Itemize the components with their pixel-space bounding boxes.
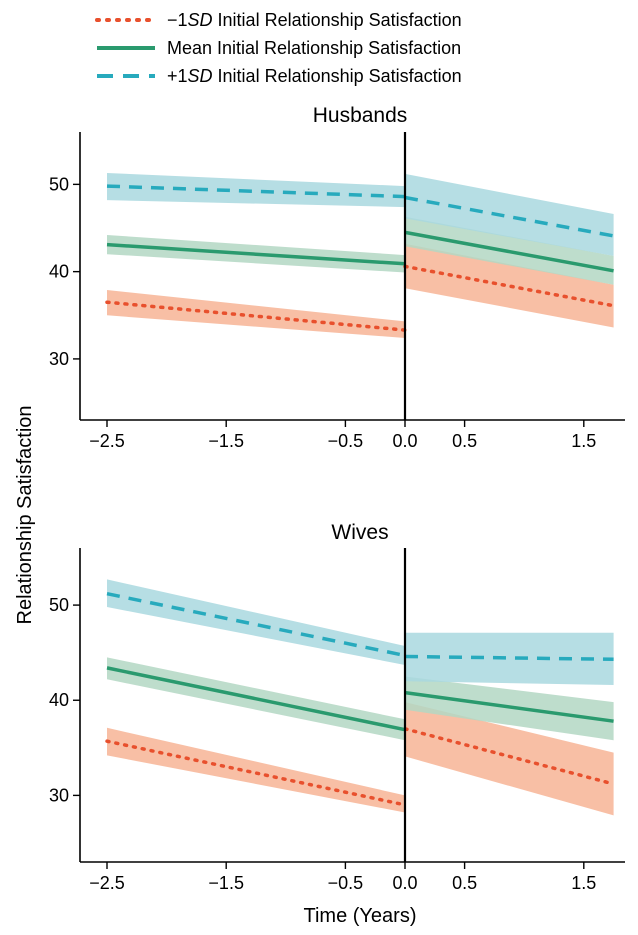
husbands-x-tick-label: −2.5: [89, 431, 125, 451]
wives-y-tick-label: 50: [49, 595, 69, 615]
wives-line-low-post: [403, 727, 616, 786]
husbands-line-low-post: [403, 264, 616, 308]
panel-husbands: Husbands 30 40 50 −2.5 −1.5 −0.5 0.0 0.5 1.5: [49, 104, 625, 451]
wives-line-mean-pre: [106, 666, 406, 732]
wives-line-low-pre: [105, 739, 407, 807]
husbands-x-tick-label: 0.0: [392, 431, 417, 451]
wives-x-tick-label: −1.5: [208, 873, 244, 893]
wives-line-high-pre: [106, 591, 406, 658]
husbands-band-low-post: [405, 243, 614, 328]
wives-x-tick-label: −2.5: [89, 873, 125, 893]
wives-band-low-post: [405, 702, 614, 816]
y-axis-label: Relationship Satisfaction: [14, 405, 36, 624]
husbands-band-low-pre: [107, 290, 405, 338]
legend-label-low: −1SD Initial Relationship Satisfaction: [167, 10, 462, 30]
husbands-x-tick-label: −0.5: [328, 431, 364, 451]
wives-x-tick-label: 0.0: [392, 873, 417, 893]
legend: −1SD Initial Relationship Satisfaction Me…: [95, 10, 462, 86]
husbands-line-high-pre: [106, 184, 406, 199]
wives-x-tick-label: 0.5: [452, 873, 477, 893]
panel-wives: Wives 30 40 50 −2.5 −1.5 −0.5 0.0 0.5 1.5: [49, 521, 625, 893]
wives-band-high-post: [405, 632, 614, 685]
husbands-band-high-pre: [107, 173, 405, 208]
wives-line-mean-post: [404, 690, 614, 723]
husbands-x-tick-label: −1.5: [208, 431, 244, 451]
panel-title-husbands: Husbands: [313, 104, 408, 127]
husbands-line-mean-pre: [106, 242, 406, 266]
husbands-line-mean-post: [404, 230, 614, 273]
wives-band-high-pre: [107, 579, 405, 665]
wives-line-high-post: [404, 654, 614, 662]
husbands-y-tick-label: 30: [49, 349, 69, 369]
panel-title-wives: Wives: [331, 521, 388, 544]
wives-x-tick-label: −0.5: [328, 873, 364, 893]
wives-x-tick-label: 1.5: [571, 873, 596, 893]
legend-label-mean: Mean Initial Relationship Satisfaction: [167, 38, 461, 58]
husbands-band-high-post: [405, 173, 614, 256]
husbands-y-tick-label: 50: [49, 174, 69, 194]
wives-band-low-pre: [107, 727, 405, 813]
legend-label-high: +1SD Initial Relationship Satisfaction: [167, 66, 462, 86]
x-axis-label: Time (Years): [304, 905, 417, 927]
wives-y-tick-label: 40: [49, 690, 69, 710]
wives-y-tick-label: 30: [49, 785, 69, 805]
husbands-line-high-post: [404, 195, 614, 238]
husbands-y-tick-label: 40: [49, 262, 69, 282]
husbands-x-tick-label: 1.5: [571, 431, 596, 451]
husbands-x-tick-label: 0.5: [452, 431, 477, 451]
